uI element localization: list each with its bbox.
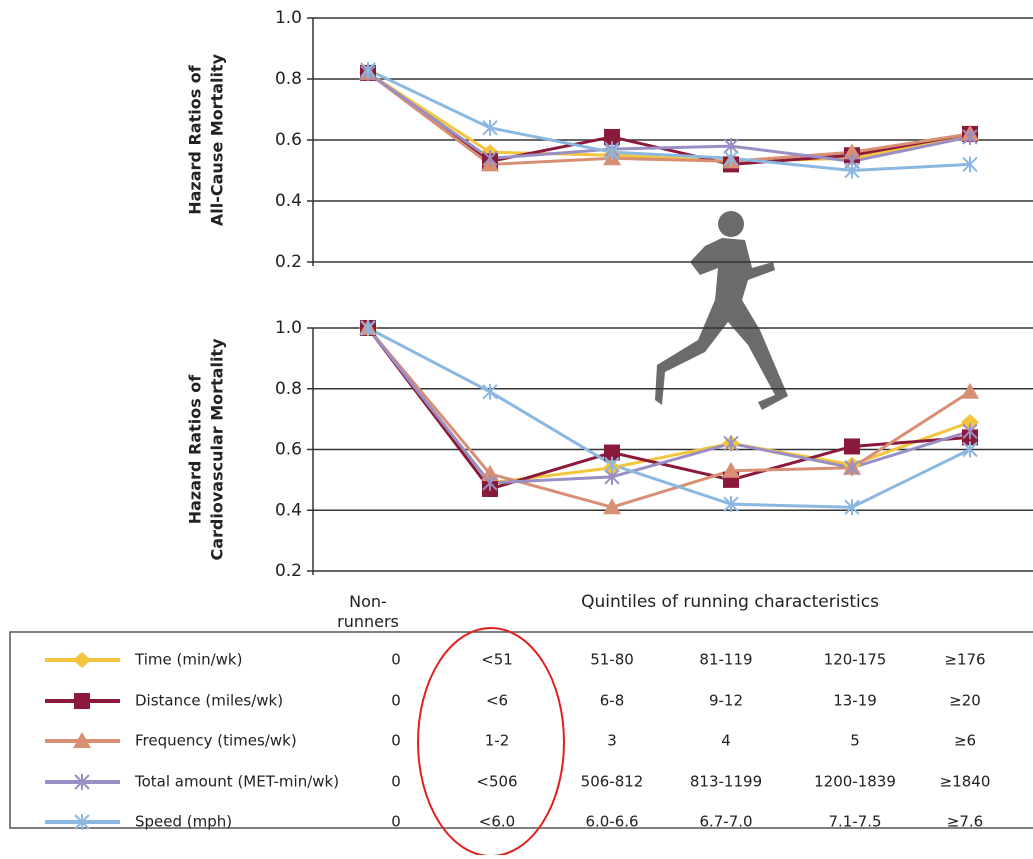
y-tick-label: 0.6	[275, 130, 302, 150]
table-cell: ≥1840	[940, 773, 991, 791]
y-axis-label: Hazard Ratios of	[186, 374, 205, 525]
table-cell: 3	[607, 732, 617, 750]
x-axis-label: Quintiles of running characteristics	[581, 592, 879, 612]
legend-label: Distance (miles/wk)	[135, 692, 283, 710]
table-cell: 0	[391, 813, 401, 831]
y-tick-label: 0.2	[275, 561, 302, 581]
series-line	[368, 328, 970, 507]
table-cell: <6.0	[479, 813, 515, 831]
table-cell: 120-175	[824, 651, 887, 669]
table-cell: 51-80	[590, 651, 634, 669]
table-cell: 1-2	[485, 732, 510, 750]
marker	[844, 438, 860, 454]
table-cell: 0	[391, 773, 401, 791]
series-line	[368, 73, 970, 164]
table-cell: 6.7-7.0	[699, 813, 752, 831]
table-cell: 1200-1839	[814, 773, 896, 791]
y-tick-label: 1.0	[275, 318, 302, 338]
legend-label: Frequency (times/wk)	[135, 732, 297, 750]
table-cell: 4	[721, 732, 731, 750]
table-cell: <6	[486, 692, 508, 710]
marker	[73, 652, 91, 668]
series-line	[368, 328, 970, 483]
table-cell: <506	[476, 773, 517, 791]
legend-label: Time (min/wk)	[134, 651, 242, 669]
y-tick-label: 0.4	[275, 500, 302, 520]
table-cell: 0	[391, 692, 401, 710]
table-cell: 5	[850, 732, 860, 750]
y-tick-label: 0.4	[275, 191, 302, 211]
x-tick-label-line: runners	[337, 612, 399, 631]
series-line	[368, 328, 970, 507]
table-cell: 9-12	[709, 692, 743, 710]
table-cell: 13-19	[833, 692, 877, 710]
table-cell: ≥20	[949, 692, 981, 710]
y-tick-label: 0.8	[275, 379, 302, 399]
table-cell: 6-8	[600, 692, 625, 710]
chart: 1.00.80.60.40.2Hazard Ratios ofAll-Cause…	[0, 0, 1033, 855]
marker	[483, 384, 497, 400]
y-tick-label: 1.0	[275, 8, 302, 28]
y-tick-label: 0.2	[275, 252, 302, 272]
table-cell: 506-812	[581, 773, 644, 791]
y-axis-label: All-Cause Mortality	[208, 53, 227, 226]
table-cell: 0	[391, 732, 401, 750]
y-axis-label: Hazard Ratios of	[186, 64, 205, 215]
table-cell: 6.0-6.6	[585, 813, 638, 831]
table-cell: 81-119	[699, 651, 752, 669]
table-cell: 0	[391, 651, 401, 669]
table-cell: 7.1-7.5	[828, 813, 881, 831]
x-tick-label-line: Non-	[349, 592, 387, 611]
table-cell: <51	[481, 651, 513, 669]
legend-label: Total amount (MET-min/wk)	[134, 773, 339, 791]
legend-label: Speed (mph)	[135, 813, 232, 831]
marker	[961, 383, 979, 399]
marker	[74, 693, 90, 709]
table-cell: ≥176	[944, 651, 985, 669]
table-cell: ≥7.6	[947, 813, 983, 831]
series-line	[368, 328, 970, 489]
y-axis-label: Cardiovascular Mortality	[208, 338, 227, 561]
x-tick-label: Non-runners	[337, 592, 399, 631]
table-cell: ≥6	[954, 732, 976, 750]
y-tick-label: 0.6	[275, 440, 302, 460]
runner-icon	[655, 211, 788, 410]
y-tick-label: 0.8	[275, 69, 302, 89]
table-cell: 813-1199	[690, 773, 762, 791]
